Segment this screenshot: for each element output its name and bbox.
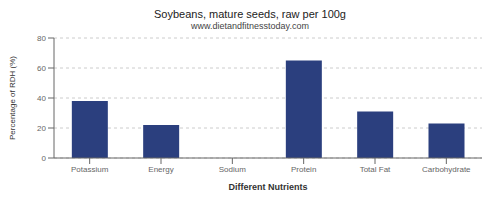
svg-text:60: 60 <box>37 64 46 73</box>
html-text:Soybeans, mature seeds, raw pe: Soybeans, mature seeds, raw per 100g <box>154 8 346 20</box>
svg-text:40: 40 <box>37 94 46 103</box>
html-text:www.dietandfitnesstoday.com: www.dietandfitnesstoday.com <box>191 21 309 31</box>
svg-text:Different Nutrients: Different Nutrients <box>228 182 307 190</box>
svg-text:Sodium: Sodium <box>219 165 246 174</box>
svg-text:20: 20 <box>37 124 46 133</box>
svg-text:80: 80 <box>37 34 46 43</box>
svg-text:0: 0 <box>42 154 47 163</box>
svg-text:Total Fat: Total Fat <box>360 165 391 174</box>
svg-text:Percentage of RDH (%): Percentage of RDH (%) <box>8 56 17 140</box>
svg-text:Carbohydrate: Carbohydrate <box>422 165 471 174</box>
svg-text:Energy: Energy <box>148 165 173 174</box>
svg-text:Potassium: Potassium <box>71 165 109 174</box>
svg-text:Protein: Protein <box>291 165 316 174</box>
